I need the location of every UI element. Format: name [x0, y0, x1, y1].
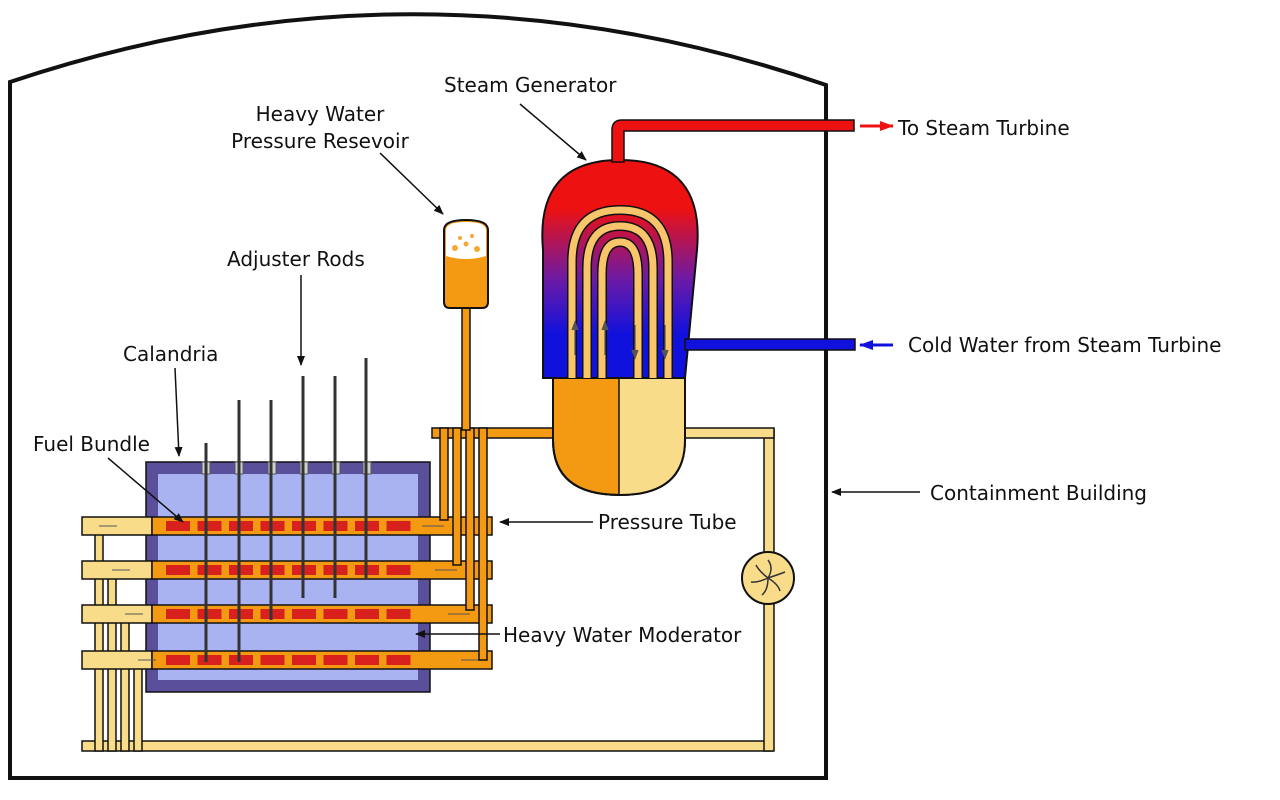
fuel-bundle	[166, 655, 190, 665]
fuel-bundle	[323, 655, 348, 665]
fuel-bundle	[260, 655, 285, 665]
fuel-bundle	[197, 655, 222, 665]
steam-outlet-pipe	[611, 119, 855, 163]
fuel-bundle	[166, 521, 190, 531]
fuel-bundle	[323, 609, 348, 619]
leader-lines	[107, 103, 920, 638]
calandria-label: Calandria	[123, 342, 219, 366]
steam-generator	[541, 158, 699, 497]
fuel-bundle	[229, 565, 253, 575]
containment-building-wall	[8, 12, 828, 780]
fuel-bundle	[197, 565, 222, 575]
fuel-bundle	[166, 565, 190, 575]
fuel-bundle	[292, 655, 316, 665]
fuel-bundle	[386, 521, 411, 531]
fuel-bundle	[166, 609, 190, 619]
fuel-bundle	[386, 609, 411, 619]
cold-water-label: Cold Water from Steam Turbine	[908, 333, 1222, 357]
fuel-bundle	[229, 655, 253, 665]
adjuster-rods	[204, 358, 368, 662]
fuel-bundle-label: Fuel Bundle	[33, 432, 150, 456]
containment-building-label: Containment Building	[930, 481, 1148, 505]
fuel-bundle	[229, 521, 253, 531]
to-steam-turbine-label: To Steam Turbine	[898, 116, 1070, 140]
fuel-bundle	[386, 655, 411, 665]
heavy-water-reservoir-label-line2: Pressure Resevoir	[231, 129, 409, 153]
fuel-bundle	[292, 609, 316, 619]
fuel-bundle	[355, 609, 379, 619]
cold-water-inlet-pipe	[684, 338, 856, 351]
fuel-bundle	[355, 655, 379, 665]
heavy-water-pressure-reservoir	[443, 218, 489, 431]
pressure-tube-label: Pressure Tube	[598, 510, 737, 534]
fuel-bundle	[386, 565, 411, 575]
heavy-water-reservoir-label-line1: Heavy Water	[255, 102, 385, 126]
circulation-pump	[741, 551, 795, 605]
outlet-feeders	[431, 427, 573, 661]
fuel-bundle	[197, 609, 222, 619]
inlet-feeders	[94, 520, 143, 752]
adjuster-rods-label: Adjuster Rods	[227, 247, 365, 271]
fuel-bundle	[197, 521, 222, 531]
fuel-bundle	[229, 609, 253, 619]
steam-generator-label: Steam Generator	[444, 73, 617, 97]
heavy-water-moderator-label: Heavy Water Moderator	[503, 623, 742, 647]
